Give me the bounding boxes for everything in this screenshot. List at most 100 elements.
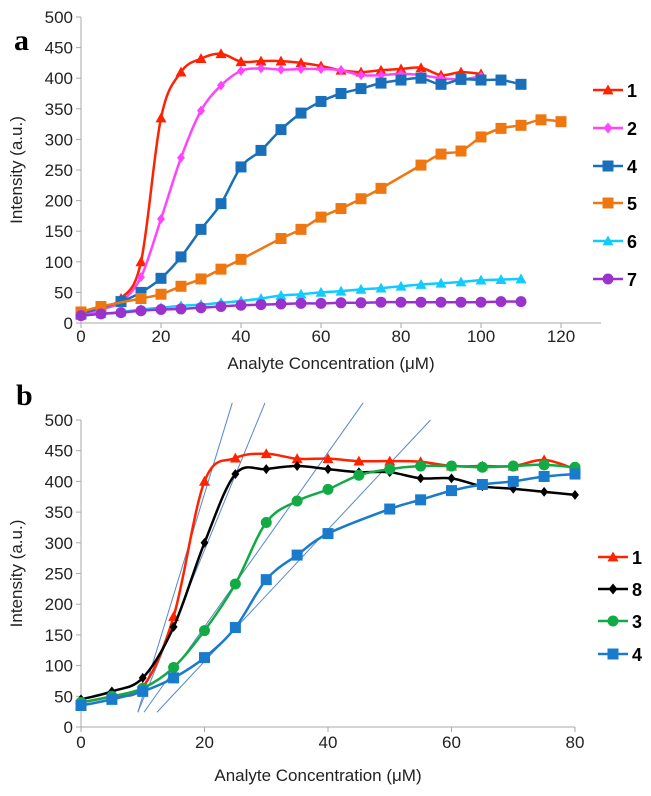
y-tick-label: 500 — [45, 8, 73, 27]
data-point — [229, 622, 241, 634]
data-point — [275, 124, 287, 136]
legend-label: 8 — [632, 580, 642, 600]
data-point — [555, 116, 567, 128]
data-point — [353, 455, 365, 466]
y-tick-label: 100 — [45, 253, 73, 272]
data-point — [507, 460, 519, 472]
data-point — [355, 193, 367, 205]
data-point — [277, 64, 285, 75]
series-2 — [77, 63, 485, 321]
x-tick-label: 40 — [319, 733, 338, 752]
data-point — [155, 112, 167, 123]
data-point — [515, 119, 527, 131]
data-point — [515, 273, 527, 284]
y-tick-label: 300 — [45, 534, 73, 553]
data-point — [95, 300, 107, 312]
legend-label: 4 — [627, 157, 637, 177]
data-point — [375, 296, 387, 308]
data-point — [384, 455, 396, 466]
data-point — [135, 293, 147, 305]
x-tick-label: 80 — [392, 327, 411, 346]
data-point — [395, 296, 407, 308]
data-point — [260, 448, 272, 459]
data-point — [476, 461, 488, 473]
data-point — [291, 453, 303, 464]
data-point — [295, 107, 307, 119]
data-point — [515, 296, 527, 308]
data-point — [199, 652, 210, 664]
data-point — [322, 483, 334, 495]
chart-panel-b: 0 50 100 150 200 250 300 350 400 450 500 0 20 40 60 80 A… — [7, 379, 642, 785]
data-point — [217, 80, 225, 91]
data-point — [215, 300, 227, 312]
data-point — [435, 296, 447, 308]
data-point — [355, 83, 367, 95]
data-point — [375, 77, 387, 89]
data-point — [447, 473, 456, 484]
data-point — [455, 73, 467, 85]
legend-marker — [602, 235, 614, 246]
legend-label: 6 — [627, 232, 637, 252]
data-point — [215, 198, 227, 210]
data-point — [75, 700, 87, 712]
y-tick-label: 0 — [64, 718, 73, 737]
data-point — [395, 74, 407, 86]
legend-marker — [608, 583, 618, 595]
data-point — [317, 64, 325, 74]
data-point — [275, 233, 287, 245]
data-point — [195, 223, 207, 235]
data-point — [507, 475, 519, 487]
data-point — [138, 672, 147, 683]
data-point — [476, 478, 488, 490]
y-tick-label: 200 — [45, 192, 73, 211]
data-point — [475, 131, 487, 143]
data-point — [291, 549, 303, 561]
data-point — [237, 65, 245, 76]
data-point — [515, 78, 527, 90]
series-1 — [75, 48, 487, 319]
data-point — [375, 182, 387, 194]
data-point — [335, 88, 347, 99]
data-point — [395, 63, 407, 74]
data-point — [315, 95, 327, 107]
data-point — [135, 286, 147, 298]
data-point — [335, 203, 347, 215]
data-point — [353, 469, 365, 481]
legend-label: 7 — [627, 270, 637, 290]
data-point — [415, 62, 427, 73]
data-point — [106, 693, 118, 705]
legend-item-1: 1 — [593, 81, 637, 101]
data-point — [495, 122, 507, 134]
data-point — [235, 161, 247, 173]
y-axis-title: Intensity (a.u.) — [7, 116, 26, 224]
data-point — [435, 78, 447, 90]
data-point — [229, 578, 241, 590]
tangent-line — [137, 402, 266, 713]
y-tick-label: 250 — [45, 565, 73, 584]
y-tick-label: 450 — [45, 39, 73, 58]
y-tick-label: 0 — [64, 314, 73, 333]
legend-label: 5 — [627, 194, 637, 214]
series-7 — [75, 296, 527, 322]
data-point — [175, 251, 187, 263]
data-point — [495, 74, 507, 86]
data-point — [135, 305, 147, 317]
data-point — [229, 452, 241, 463]
data-point — [415, 460, 427, 472]
x-tick-label: 120 — [547, 327, 575, 346]
data-point — [375, 64, 387, 75]
data-point — [435, 148, 447, 160]
data-point — [295, 57, 307, 68]
legend-marker — [607, 551, 619, 562]
data-point — [255, 299, 267, 311]
legend-marker — [602, 160, 614, 172]
series-line — [80, 52, 482, 316]
data-point — [231, 469, 240, 479]
chart-panel-a: 0 50 100 150 200 250 300 350 400 450 500 0 20 40 60 80 1… — [7, 8, 637, 373]
data-point — [155, 288, 167, 300]
y-tick-label: 500 — [45, 411, 73, 430]
data-point — [540, 486, 549, 497]
data-point — [495, 296, 507, 308]
data-point — [475, 274, 487, 285]
